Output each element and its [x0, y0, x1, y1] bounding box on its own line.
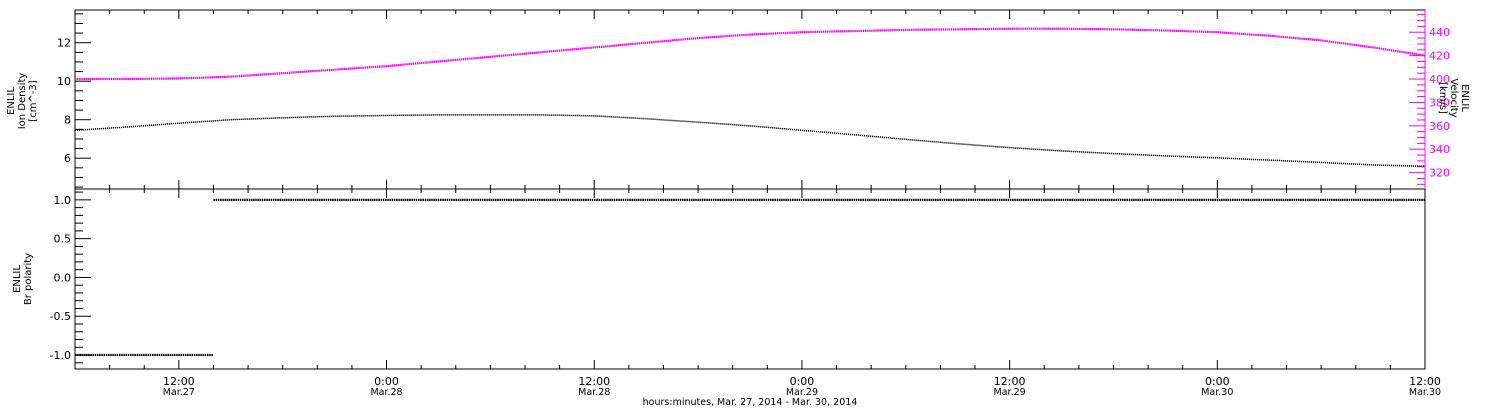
density-axis-title: ENLIL Ion Density [cm^-3]	[6, 73, 39, 130]
x-tick-date-label: Mar.29	[994, 387, 1026, 398]
polarity-axis-title-line2: Br polarity	[23, 253, 34, 305]
velocity-tick-label: 380	[1429, 96, 1450, 109]
density-axis-title-line2: Ion Density	[17, 73, 28, 130]
ion-density-series	[74, 114, 1426, 168]
velocity-axis-title-line2: Velocity	[1448, 78, 1459, 117]
x-tick-time-label: 12:00	[578, 375, 610, 388]
velocity-axis-title-line3: [km/s]	[1437, 82, 1448, 114]
x-tick-time-label: 0:00	[790, 375, 815, 388]
density-tick-label: 8	[64, 114, 71, 127]
polarity-tick-label: 0.0	[54, 271, 72, 284]
x-axis-title: hours:minutes, Mar. 27, 2014 - Mar. 30, …	[643, 397, 858, 408]
x-tick-date-label: Mar.28	[578, 387, 610, 398]
x-tick-date-label: Mar.28	[370, 387, 402, 398]
series-layer	[74, 27, 1426, 357]
x-tick-date-label: Mar.29	[786, 387, 818, 398]
density-tick-label: 6	[64, 152, 71, 165]
x-tick-date-label: Mar.30	[1409, 387, 1441, 398]
velocity-axis-title: ENLIL Velocity [km/s]	[1437, 78, 1470, 117]
polarity-axis-title: ENLIL Br polarity	[12, 253, 34, 305]
velocity-tick-label: 340	[1429, 143, 1450, 156]
velocity-tick-label: 360	[1429, 120, 1450, 133]
density-tick-label: 12	[57, 37, 71, 50]
velocity-axis-title-line1: ENLIL	[1459, 84, 1470, 112]
x-tick-time-label: 0:00	[1205, 375, 1230, 388]
x-tick-date-label: Mar.30	[1201, 387, 1233, 398]
polarity-tick-label: 0.5	[54, 233, 72, 246]
x-tick-time-label: 12:00	[1409, 375, 1441, 388]
x-tick-date-label: Mar.27	[163, 387, 195, 398]
x-tick-time-label: 12:00	[994, 375, 1026, 388]
velocity-tick-label: 320	[1429, 167, 1450, 180]
polarity-axis-title-line1: ENLIL	[12, 265, 23, 293]
velocity-tick-label: 420	[1429, 50, 1450, 63]
density-axis-title-line1: ENLIL	[6, 87, 17, 115]
bottom-panel-frame	[74, 188, 1426, 370]
velocity-tick-label: 440	[1429, 26, 1450, 39]
velocity-tick-label: 400	[1429, 73, 1450, 86]
axes-layer: 12:00Mar.270:00Mar.2812:00Mar.280:00Mar.…	[50, 10, 1450, 398]
x-tick-time-label: 0:00	[374, 375, 399, 388]
polarity-tick-label: -1.0	[50, 349, 71, 362]
x-tick-time-label: 12:00	[163, 375, 195, 388]
velocity-series	[75, 27, 1426, 81]
top-panel-frame	[74, 9, 1426, 190]
polarity-tick-label: 1.0	[54, 194, 72, 207]
density-tick-label: 10	[57, 75, 71, 88]
polarity-tick-label: -0.5	[50, 310, 71, 323]
density-axis-title-line3: [cm^-3]	[28, 80, 39, 121]
